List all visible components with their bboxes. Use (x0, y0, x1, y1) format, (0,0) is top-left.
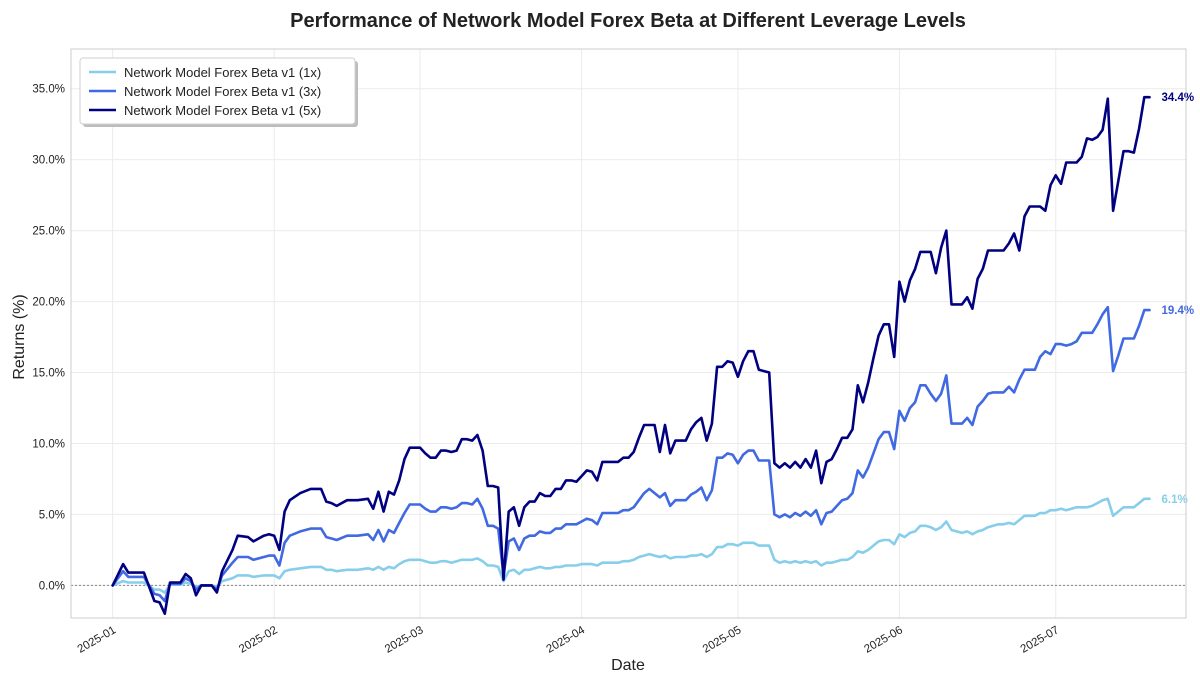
x-tick-label: 2025-05 (701, 624, 744, 656)
x-tick-label: 2025-02 (237, 624, 280, 656)
series-line-3 (111, 95, 1151, 615)
x-axis-label: Date (611, 657, 645, 674)
x-axis-ticks: 2025-01 2025-02 2025-03 2025-04 2025-05 2025-… (76, 624, 1062, 656)
chart-title: Performance of Network Model Forex Beta … (290, 10, 966, 32)
legend-entry-3: Network Model Forex Beta v1 (5x) (124, 103, 321, 118)
plot-area (71, 49, 1186, 618)
y-axis-label: Returns (%) (11, 294, 28, 379)
y-tick-label: 35.0% (32, 84, 65, 96)
end-label-3: 34.4% (1162, 92, 1195, 104)
plot-frame (70, 48, 1187, 619)
legend-entry-1: Network Model Forex Beta v1 (1x) (124, 65, 321, 80)
legend: Network Model Forex Beta v1 (1x) Network … (79, 57, 358, 127)
y-tick-label: 20.0% (32, 297, 65, 309)
x-tick-label: 2025-01 (76, 624, 119, 656)
y-tick-label: 0.0% (39, 580, 65, 592)
x-tick-label: 2025-03 (383, 624, 426, 656)
legend-box (79, 57, 356, 125)
y-tick-label: 30.0% (32, 155, 65, 167)
series-line-2 (111, 305, 1151, 603)
y-tick-label: 15.0% (32, 368, 65, 380)
x-tick-label: 2025-07 (1019, 624, 1062, 656)
y-tick-label: 5.0% (39, 509, 65, 521)
x-tick-label: 2025-06 (862, 624, 905, 656)
end-label-1: 6.1% (1162, 494, 1188, 506)
y-tick-label: 25.0% (32, 226, 65, 238)
series-lines (111, 95, 1151, 615)
y-axis-ticks: 0.0% 5.0% 10.0% 15.0% 20.0% 25.0% 30.0% 35.0% (32, 84, 65, 593)
y-tick-label: 10.0% (32, 438, 65, 450)
series-line-1 (111, 497, 1151, 594)
end-label-2: 19.4% (1162, 305, 1195, 317)
legend-entry-2: Network Model Forex Beta v1 (3x) (124, 84, 321, 99)
grid-lines (71, 49, 1186, 618)
x-tick-label: 2025-04 (545, 624, 588, 656)
